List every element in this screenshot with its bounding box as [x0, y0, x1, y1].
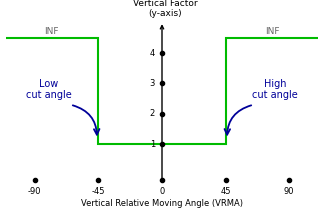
Text: Vertical Factor
(y-axis): Vertical Factor (y-axis)	[133, 0, 197, 18]
Text: Vertical Relative Moving Angle (VRMA): Vertical Relative Moving Angle (VRMA)	[81, 199, 243, 208]
Text: -45: -45	[92, 187, 105, 196]
Text: 4: 4	[150, 48, 155, 58]
Text: 0: 0	[159, 187, 165, 196]
Text: INF: INF	[265, 27, 280, 36]
Text: -90: -90	[28, 187, 41, 196]
Text: 45: 45	[220, 187, 231, 196]
Text: INF: INF	[44, 27, 59, 36]
Text: 3: 3	[150, 79, 155, 88]
Text: 1: 1	[150, 139, 155, 149]
Text: High
cut angle: High cut angle	[252, 79, 298, 100]
Text: 2: 2	[150, 109, 155, 118]
Text: Low
cut angle: Low cut angle	[26, 79, 72, 100]
Text: 90: 90	[284, 187, 295, 196]
